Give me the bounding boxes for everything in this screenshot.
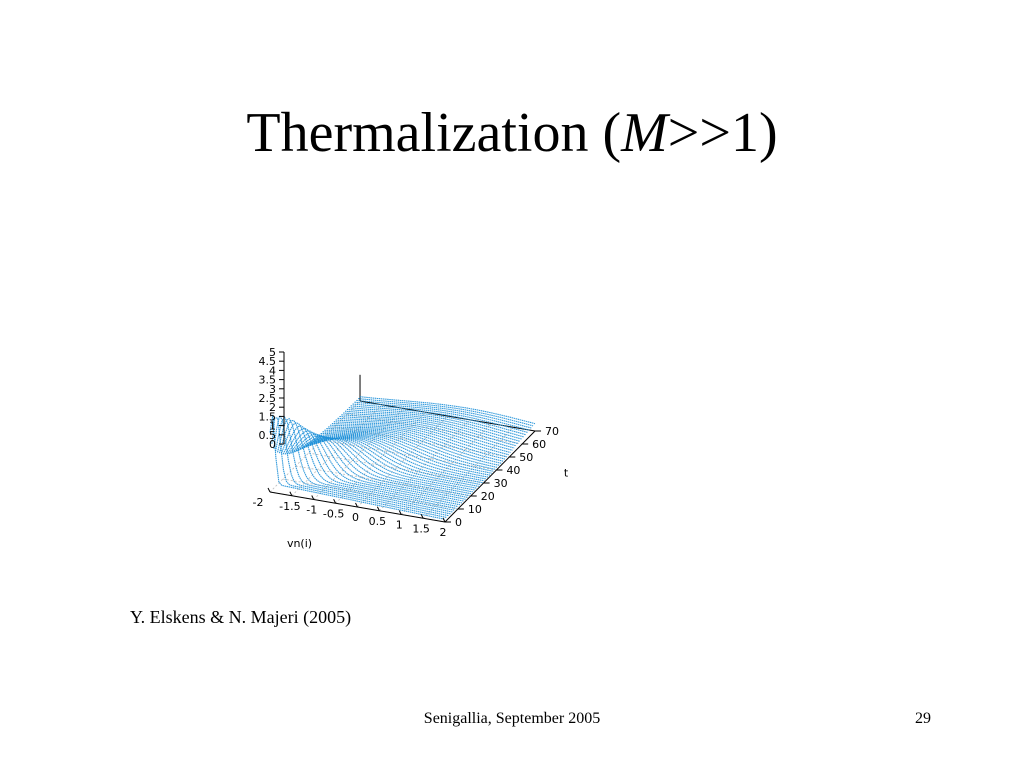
surface-curve [288, 432, 464, 502]
surface-curve [326, 427, 502, 464]
surface-curve [284, 428, 461, 506]
grid-line-t [308, 452, 484, 484]
footer-location-date: Senigallia, September 2005 [423, 710, 601, 727]
x-tick [442, 517, 446, 523]
t-tick-label: 40 [506, 464, 520, 477]
surface-curve [275, 415, 451, 515]
title-italic-m: M [621, 102, 668, 164]
surface-curve [359, 396, 536, 425]
t-tick-label: 20 [481, 490, 495, 503]
surface-curve [320, 431, 496, 470]
surface-curve [324, 429, 500, 466]
z-tick-label: 5 [269, 346, 276, 359]
x-tick-label: 0 [352, 511, 359, 524]
surface-curve [329, 424, 506, 460]
x-tick-label: 0.5 [369, 515, 387, 528]
surface-curve [341, 414, 517, 447]
surface-curve [299, 437, 476, 491]
surface-curve [314, 434, 491, 476]
z-tick-label: 1 [269, 420, 276, 433]
x-tick [267, 487, 271, 493]
z-tick-label: 4 [269, 364, 276, 377]
surface-curve [290, 433, 466, 500]
page-number: 29 [915, 710, 931, 727]
x-tick-label: -0.5 [323, 507, 344, 520]
surface-curve [278, 419, 455, 511]
z-tick-label: 2 [269, 401, 276, 414]
surface-curve [269, 414, 446, 520]
surface-curve [356, 399, 532, 429]
t-tick-label: 50 [519, 451, 533, 464]
t-tick-label: 0 [455, 516, 462, 529]
surface-curve [346, 408, 523, 440]
surface-curve [294, 436, 470, 497]
surface-curve [339, 415, 515, 449]
z-tick-label: 3 [269, 383, 276, 396]
surface-curve [276, 417, 453, 513]
z-tick-label: 0.5 [259, 429, 277, 442]
x-tick [420, 514, 424, 519]
surface-curve [337, 417, 513, 451]
box-edge-back [359, 400, 536, 432]
grid-line-t [282, 478, 458, 510]
surface-curve [316, 433, 493, 474]
x-tick [376, 506, 380, 511]
grid-line-x [379, 419, 470, 512]
z-tick-label: 4.5 [259, 355, 277, 368]
x-axis-label: vn(i) [287, 537, 312, 550]
t-axis-line [444, 430, 536, 523]
z-tick-label: 0 [269, 438, 276, 451]
x-tick-label: 2 [440, 526, 447, 539]
surface-curve [286, 430, 462, 504]
t-tick-label: 70 [545, 425, 559, 438]
surface-curve [322, 430, 498, 468]
x-tick [398, 510, 402, 515]
title-prefix: Thermalization ( [246, 102, 622, 164]
x-tick [311, 495, 315, 500]
surface-plot-svg: -2 -1.5 -1 -0.5 0 0.5 1 1.5 201020304050607000.5… [253, 346, 569, 550]
surface-plot: -2 -1.5 -1 -0.5 0 0.5 1 1.5 2 0 10 20 30 40 50 60 70 0 0.5… [240, 280, 800, 560]
surface-curve [354, 401, 530, 431]
t-tick-label: 60 [532, 438, 546, 451]
x-tick [355, 502, 358, 508]
surface-curve [358, 398, 534, 427]
surface-curve [352, 403, 528, 433]
surface-curve [350, 405, 526, 436]
surface-curve [328, 426, 504, 462]
grid-line-t [295, 465, 471, 497]
surface-curve [343, 412, 519, 445]
x-tick-label: 1.5 [412, 522, 430, 535]
surface-curve [273, 414, 449, 517]
t-axis-label: t [564, 467, 569, 480]
title-suffix: >>1) [667, 102, 778, 164]
slide-title: Thermalization (M>>1) [0, 98, 1024, 168]
surface-curve [271, 417, 448, 519]
x-tick-label: -2 [253, 496, 264, 509]
t-tick-label: 10 [468, 503, 482, 516]
grid-line-t [321, 439, 497, 471]
x-tick [333, 499, 337, 504]
surface-curve [348, 407, 524, 438]
surface-curve [280, 421, 457, 509]
surface-curve [313, 435, 489, 478]
x-tick [289, 491, 293, 496]
grid-line-x [291, 404, 383, 497]
x-tick-label: -1 [306, 504, 317, 517]
surface-curve [344, 410, 521, 442]
z-tick-label: 1.5 [259, 410, 277, 423]
surface-curve [318, 432, 494, 472]
x-tick-label: -1.5 [279, 500, 300, 513]
surface-curve [282, 425, 459, 508]
x-tick-label: 1 [396, 519, 403, 532]
grid-line-x [400, 423, 492, 515]
surface-curve [311, 436, 487, 480]
z-tick-label: 2.5 [259, 392, 277, 405]
z-tick-label: 3.5 [259, 374, 277, 387]
citation: Y. Elskens & N. Majeri (2005) [130, 607, 352, 627]
t-tick-label: 30 [494, 477, 508, 490]
